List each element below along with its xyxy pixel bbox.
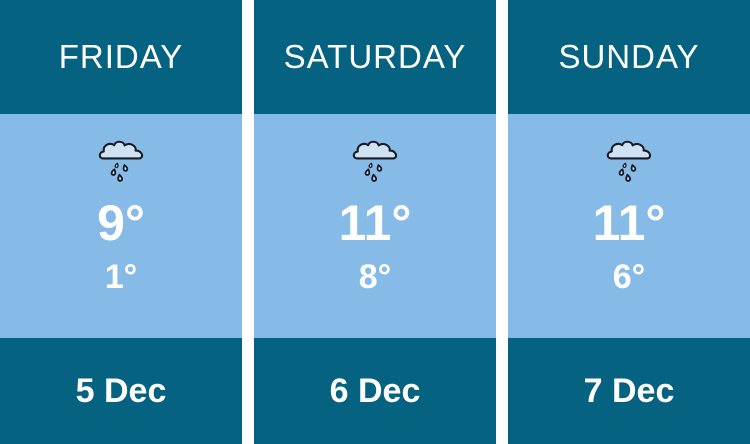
date-footer: 5 Dec (0, 338, 242, 444)
high-temperature: 9° (97, 195, 145, 251)
day-conditions: 11° 8° (254, 114, 496, 338)
low-temperature: 1° (104, 258, 138, 296)
date-label: 6 Dec (329, 371, 421, 410)
date-footer: 6 Dec (254, 338, 496, 444)
day-conditions: 11° 6° (508, 114, 750, 338)
forecast-card-friday: FRIDAY 9° 1° 5 Dec (0, 0, 242, 444)
low-temperature: 6° (612, 258, 646, 296)
date-footer: 7 Dec (508, 338, 750, 444)
day-header: FRIDAY (0, 0, 242, 114)
date-label: 7 Dec (583, 371, 675, 410)
day-name-label: SATURDAY (283, 38, 467, 75)
rain-cloud-icon (349, 136, 401, 184)
rain-cloud-icon (95, 136, 147, 184)
day-name-label: FRIDAY (58, 38, 184, 75)
forecast-card-sunday: SUNDAY 11° 6° 7 Dec (508, 0, 750, 444)
forecast-card-saturday: SATURDAY 11° 8° 6 Dec (254, 0, 496, 444)
rain-cloud-icon (603, 136, 655, 184)
day-header: SUNDAY (508, 0, 750, 114)
low-temperature: 8° (358, 258, 392, 296)
date-label: 5 Dec (75, 371, 167, 410)
high-temperature: 11° (338, 195, 412, 251)
day-header: SATURDAY (254, 0, 496, 114)
high-temperature: 11° (592, 195, 666, 251)
day-name-label: SUNDAY (558, 38, 700, 75)
day-conditions: 9° 1° (0, 114, 242, 338)
